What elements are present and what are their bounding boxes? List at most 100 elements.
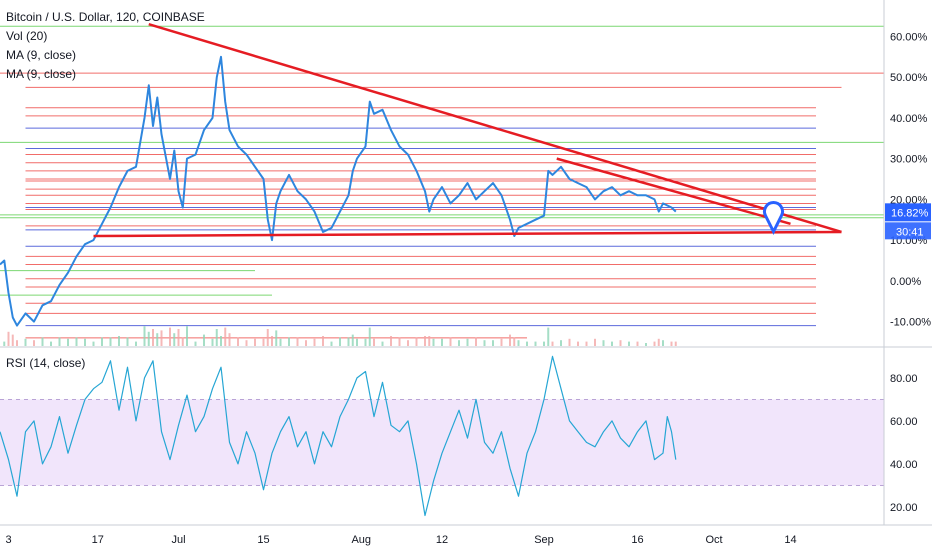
time-tick-label: 16: [631, 534, 643, 546]
volume-bar: [653, 341, 656, 346]
volume-bar: [594, 338, 596, 346]
time-tick-label: 14: [784, 534, 796, 546]
volume-bar: [475, 337, 477, 346]
map-pin-icon[interactable]: [763, 201, 784, 235]
volume-bar: [381, 341, 384, 346]
volume-bar: [33, 340, 35, 346]
price-pane[interactable]: [0, 23, 884, 346]
rsi-tick-label: 20.00: [890, 502, 918, 514]
price-tick-label: -10.00%: [890, 317, 931, 329]
volume-bar: [109, 337, 112, 346]
symbol-title[interactable]: Bitcoin / U.S. Dollar, 120, COINBASE: [6, 10, 205, 24]
volume-bar: [415, 337, 418, 346]
volume-bar: [16, 340, 18, 346]
volume-bar: [373, 338, 375, 346]
price-tick-label: 60.00%: [890, 31, 928, 43]
volume-bar: [305, 340, 307, 346]
volume-bar: [432, 338, 435, 346]
volume-bar: [509, 334, 511, 346]
volume-bar: [645, 343, 647, 346]
volume-bar: [181, 337, 184, 346]
volume-bar: [330, 341, 333, 346]
volume-bar: [517, 340, 520, 346]
volume-bar: [271, 336, 273, 346]
volume-bar: [58, 337, 61, 346]
volume-bar: [152, 329, 154, 346]
volume-bar: [228, 333, 231, 346]
volume-bar: [156, 333, 159, 346]
rsi-pane[interactable]: [0, 355, 884, 517]
volume-bar: [262, 338, 265, 346]
volume-bar: [458, 340, 460, 346]
rsi-indicator-label[interactable]: RSI (14, close): [6, 356, 86, 370]
time-tick-label: 17: [92, 534, 104, 546]
time-tick-label: Oct: [705, 534, 722, 546]
volume-bar: [543, 341, 545, 346]
volume-bar: [275, 330, 278, 346]
volume-bar: [513, 337, 516, 346]
trendline-2[interactable]: [556, 157, 791, 226]
countdown-badge-text: 30:41: [896, 226, 924, 238]
time-tick-label: Aug: [351, 534, 371, 546]
volume-bar: [160, 330, 163, 346]
volume-bar: [24, 338, 27, 346]
volume-bar: [449, 337, 452, 346]
volume-bar: [177, 329, 180, 346]
volume-bar: [173, 333, 176, 346]
volume-bar: [466, 338, 469, 346]
volume-bar: [67, 338, 69, 346]
volume-bar: [619, 340, 622, 346]
volume-bar: [492, 340, 494, 346]
volume-bar: [118, 336, 120, 346]
price-line[interactable]: [0, 55, 677, 327]
volume-bar: [534, 341, 537, 346]
trendline-1[interactable]: [93, 230, 842, 238]
volume-indicator-label[interactable]: Vol (20): [6, 29, 48, 43]
price-badge-text: 16.82%: [891, 207, 929, 219]
volume-bar: [428, 336, 431, 346]
rsi-band: [0, 399, 884, 486]
volume-bar: [611, 341, 613, 346]
volume-bar: [84, 338, 86, 346]
trendline-0[interactable]: [148, 23, 842, 234]
rsi-tick-label: 60.00: [890, 416, 918, 428]
volume-bar: [577, 341, 579, 346]
volume-bar: [390, 336, 392, 346]
volume-bar: [657, 338, 660, 346]
volume-bar: [296, 337, 299, 346]
time-tick-label: 12: [436, 534, 448, 546]
volume-bar: [339, 337, 341, 346]
volume-bar: [147, 331, 150, 346]
time-tick-label: Sep: [534, 534, 554, 546]
volume-bar: [135, 341, 137, 346]
volume-bar: [356, 338, 358, 346]
volume-bar: [424, 336, 426, 346]
price-badge: [885, 203, 931, 222]
volume-bar: [7, 331, 10, 346]
volume-bar: [526, 341, 528, 346]
price-tick-label: 30.00%: [890, 154, 928, 166]
volume-bar: [364, 338, 367, 346]
ma-indicator-label-1[interactable]: MA (9, close): [6, 48, 77, 62]
volume-bar: [670, 341, 673, 346]
volume-bar: [368, 327, 371, 346]
volume-bar: [585, 341, 588, 346]
volume-bar: [560, 340, 562, 346]
price-tick-label: 50.00%: [890, 72, 928, 84]
volume-bar: [322, 336, 324, 346]
volume-bar: [551, 341, 554, 346]
volume-bar: [441, 338, 443, 346]
volume-bar: [101, 337, 103, 346]
volume-bar: [674, 341, 677, 346]
countdown-badge: [885, 222, 931, 240]
volume-bar: [203, 334, 205, 346]
price-tick-label: 40.00%: [890, 113, 928, 125]
ma-indicator-label-2[interactable]: MA (9, close): [6, 67, 77, 81]
rsi-line[interactable]: [0, 355, 677, 517]
volume-bar: [351, 334, 354, 346]
volume-bar: [313, 338, 316, 346]
volume-bar: [224, 327, 227, 346]
volume-bar: [398, 337, 401, 346]
volume-bar: [483, 340, 486, 346]
